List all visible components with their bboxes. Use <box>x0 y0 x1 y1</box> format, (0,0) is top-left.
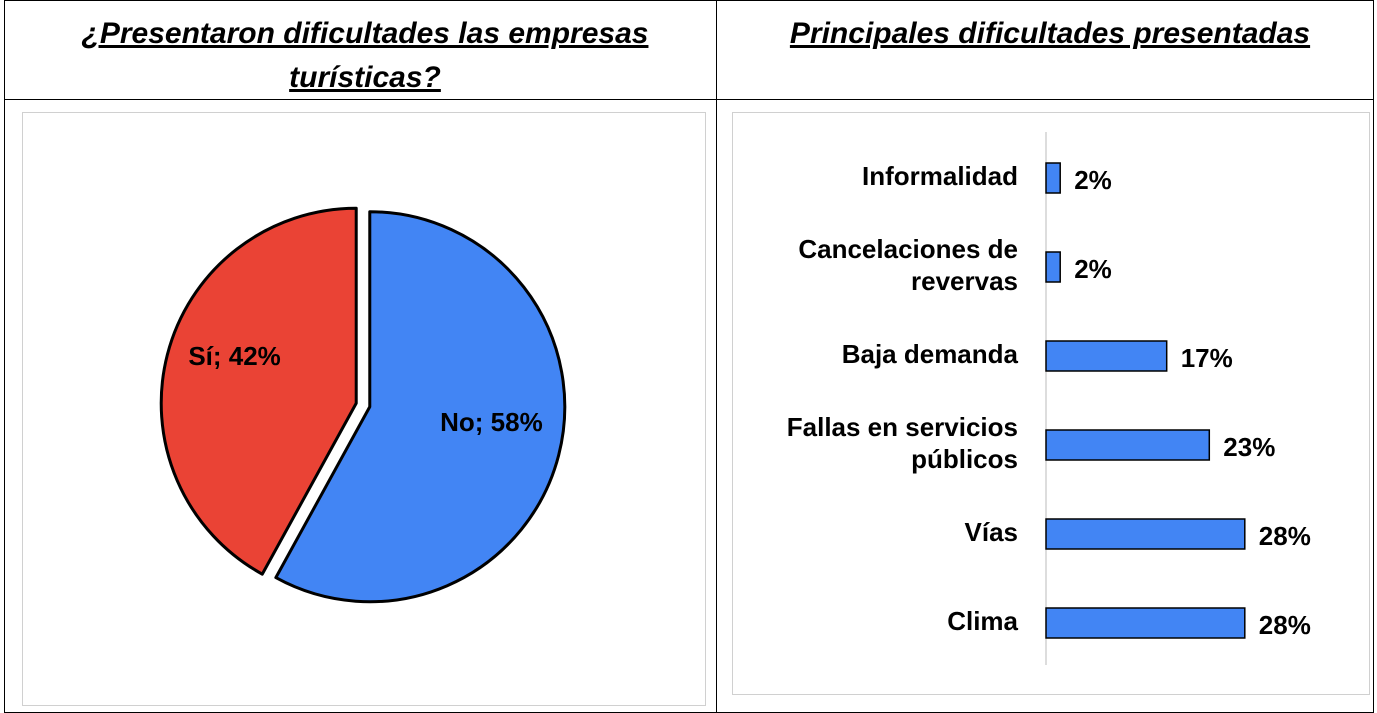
header-title: ¿Presentaron dificultades las empresas t… <box>81 17 649 94</box>
bar-label: 28% <box>1258 610 1311 640</box>
bar-label: 28% <box>1258 521 1311 551</box>
bar <box>1045 518 1246 550</box>
category-label: Baja demanda <box>841 339 1018 369</box>
pie-slice <box>159 206 358 576</box>
bar-label: 17% <box>1180 343 1233 373</box>
pie-label: Sí; 42% <box>188 341 281 372</box>
bar <box>1045 607 1246 639</box>
pie-label: No; 58% <box>440 406 543 437</box>
pie-slice <box>274 210 567 604</box>
bar-label: 23% <box>1223 432 1276 462</box>
bar <box>1045 162 1061 194</box>
category-label: Clima <box>947 606 1018 636</box>
category-label: Fallas en servicios públicos <box>786 412 1018 474</box>
category-label: Informalidad <box>861 161 1018 191</box>
bar <box>1045 251 1061 283</box>
bar-label: 2% <box>1074 254 1112 284</box>
header-rule <box>4 0 716 100</box>
column-rule <box>716 100 717 713</box>
bar-label: 2% <box>1074 165 1112 195</box>
chart-box <box>22 112 706 706</box>
bar <box>1045 429 1211 461</box>
header-rule <box>716 0 1374 100</box>
chart-box <box>732 112 1370 695</box>
header-title: Principales dificultades presentadas <box>789 17 1311 50</box>
category-label: Vías <box>964 517 1019 547</box>
bar <box>1045 340 1168 372</box>
category-label: Cancelaciones de revervas <box>798 234 1018 296</box>
